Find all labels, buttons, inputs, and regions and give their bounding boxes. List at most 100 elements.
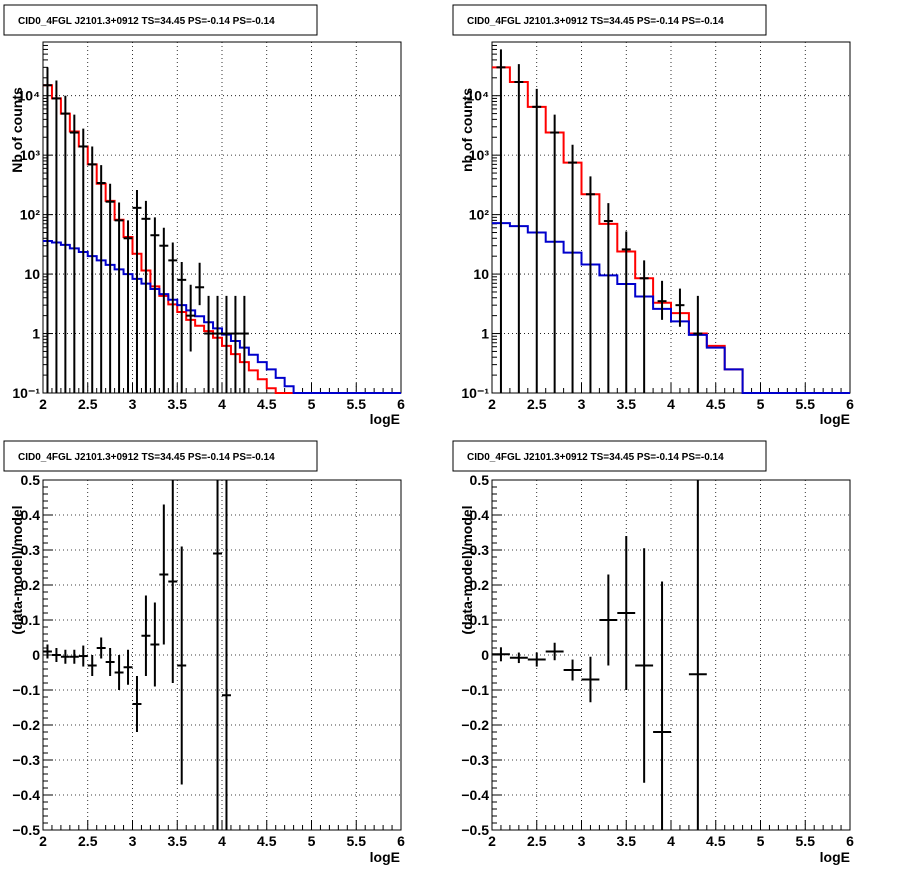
y-tick-label: 0.2 — [21, 577, 41, 593]
x-tick-label: 6 — [397, 396, 405, 412]
data-point — [141, 595, 151, 676]
y-tick-label: 0 — [32, 647, 40, 663]
x-tick-label: 2.5 — [527, 396, 547, 412]
pad-title: CID0_4FGL J2101.3+0912 TS=34.45 PS=-0.14… — [18, 16, 275, 27]
data-point — [159, 504, 169, 645]
y-tick-label: 0.5 — [21, 472, 41, 488]
pad-title: CID0_4FGL J2101.3+0912 TS=34.45 PS=-0.14… — [467, 16, 724, 27]
data-point — [114, 202, 124, 393]
y-tick-label: 0.4 — [470, 507, 490, 523]
y-tick-label: 10⁴ — [18, 88, 41, 104]
x-axis-label: logE — [820, 411, 850, 427]
background-model-histogram — [492, 222, 850, 394]
x-tick-label: 2.5 — [78, 396, 98, 412]
y-tick-label: 10⁴ — [467, 88, 490, 104]
x-tick-label: 2 — [488, 396, 496, 412]
data-point — [69, 649, 79, 664]
x-tick-label: 2 — [39, 833, 47, 849]
x-tick-label: 2 — [39, 396, 47, 412]
data-point — [123, 649, 133, 685]
y-tick-label: −0.3 — [12, 752, 40, 768]
pad-residuals-left: CID0_4FGL J2101.3+0912 TS=34.45 PS=-0.14… — [3, 440, 405, 865]
title-box — [452, 440, 767, 472]
plot-frame — [42, 479, 402, 831]
pad-title: CID0_4FGL J2101.3+0912 TS=34.45 PS=-0.14… — [18, 452, 275, 463]
x-tick-label: 4 — [218, 396, 226, 412]
y-tick-label: 10² — [469, 207, 490, 223]
title-box — [3, 4, 318, 36]
plot-area: 2 2.5 3 3.5 4 4.5 5 5.5 6 10⁻¹ 1 10 10² 10³ 10⁴ — [461, 41, 854, 412]
data-point — [657, 280, 667, 320]
data-point — [159, 227, 169, 393]
y-tick-label: 10 — [473, 266, 489, 282]
plot-area: 2 2.5 3 3.5 4 4.5 5 5.5 6 10⁻¹ 1 10 10² 10³ 10⁴ — [12, 41, 405, 412]
data-point — [585, 176, 595, 393]
x-tick-label: 5 — [757, 833, 765, 849]
data-point — [617, 536, 636, 690]
data-point — [693, 295, 703, 393]
data-point — [168, 242, 178, 393]
x-tick-label: 3.5 — [617, 833, 637, 849]
data-point — [141, 200, 151, 393]
x-tick-label: 4.5 — [257, 833, 277, 849]
x-tick-label: 5.5 — [796, 396, 816, 412]
pad-counts-right: CID0_4FGL J2101.3+0912 TS=34.45 PS=-0.14… — [452, 4, 854, 427]
y-tick-label: 0.3 — [470, 542, 490, 558]
data-point — [532, 88, 542, 393]
data-point — [222, 480, 231, 830]
x-tick-label: 3 — [129, 833, 137, 849]
data-point — [204, 295, 214, 393]
y-tick-label: 10⁻¹ — [12, 385, 40, 401]
x-tick-label: 4.5 — [257, 396, 277, 412]
y-tick-label: −0.4 — [461, 787, 489, 803]
data-point — [96, 637, 106, 659]
data-point — [688, 480, 707, 830]
data-point — [43, 67, 52, 393]
data-point — [514, 64, 524, 393]
data-point — [132, 676, 142, 732]
data-point — [105, 183, 115, 393]
data-point — [105, 648, 115, 676]
y-tick-label: 10³ — [469, 147, 490, 163]
x-tick-label: 4 — [218, 833, 226, 849]
x-tick-label: 5 — [308, 396, 316, 412]
data-point — [599, 574, 618, 666]
y-axis-label: nb of counts — [459, 88, 475, 172]
data-point — [653, 581, 671, 830]
y-tick-label: −0.2 — [12, 717, 40, 733]
x-tick-label: 3.5 — [168, 833, 188, 849]
data-point — [581, 656, 600, 703]
x-tick-label: 6 — [397, 833, 405, 849]
x-tick-label: 3 — [578, 833, 586, 849]
y-tick-label: 10³ — [20, 147, 41, 163]
x-tick-label: 6 — [846, 396, 854, 412]
x-tick-label: 4 — [667, 833, 675, 849]
y-axis-label: Nb of counts — [9, 87, 25, 173]
data-point — [568, 144, 578, 393]
x-tick-label: 5.5 — [347, 396, 367, 412]
data-point — [635, 548, 654, 783]
data-point — [43, 644, 52, 659]
plot-area: 2 2.5 3 3.5 4 4.5 5 5.5 6 −0.5 −0.4 −0.3 −0.2 −0.1 0 0.… — [461, 472, 854, 849]
y-tick-label: −0.1 — [12, 682, 40, 698]
data-point — [213, 295, 222, 393]
x-tick-label: 6 — [846, 833, 854, 849]
data-point — [60, 95, 70, 393]
y-tick-label: 0.1 — [21, 612, 41, 628]
x-axis-label: logE — [820, 849, 850, 865]
data-point — [213, 480, 222, 830]
y-tick-label: −0.5 — [12, 822, 40, 838]
y-tick-label: 0.1 — [470, 612, 490, 628]
data-point — [675, 288, 685, 327]
x-tick-label: 2 — [488, 833, 496, 849]
data-point — [132, 189, 142, 393]
data-point — [78, 645, 88, 667]
title-box — [3, 440, 318, 472]
x-tick-label: 5.5 — [347, 833, 367, 849]
y-tick-label: −0.3 — [461, 752, 489, 768]
data-point — [230, 295, 240, 393]
x-tick-label: 5 — [757, 396, 765, 412]
x-tick-label: 4.5 — [706, 833, 726, 849]
